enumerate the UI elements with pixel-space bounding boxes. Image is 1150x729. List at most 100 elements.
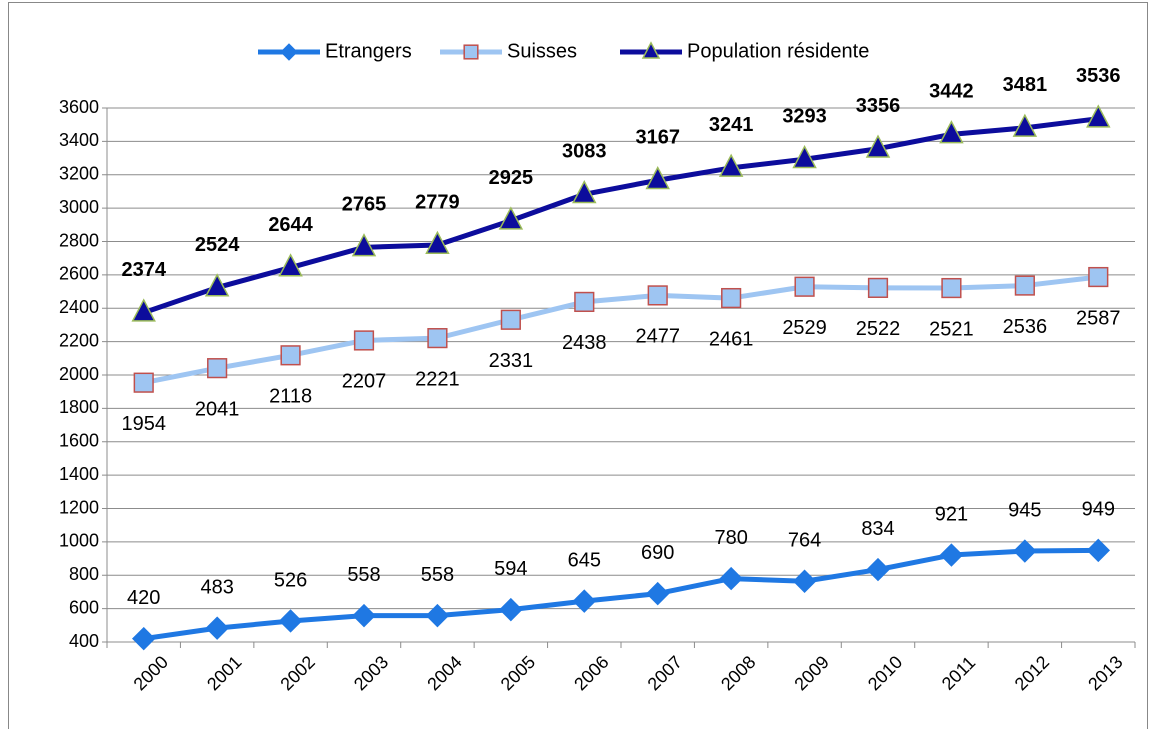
data-label: 3536 [1076,65,1121,87]
marker [641,41,661,59]
y-tick-label: 3000 [59,197,99,217]
data-label: 2207 [342,371,387,393]
data-label: 558 [347,564,380,586]
data-label: 2118 [269,386,312,408]
series-line [142,116,1099,315]
marker [1013,539,1037,563]
marker [280,345,301,366]
marker [278,609,303,633]
data-label: 780 [714,527,747,549]
series: 1954 2041 2118 2207 2221 2331 2438 2477 2461 2529… [121,266,1121,435]
y-tick-label: 3200 [59,164,99,184]
data-label: 834 [861,518,894,540]
marker [499,597,523,622]
data-label: 3293 [782,106,827,128]
marker [794,276,815,297]
data-label: 764 [788,530,821,552]
data-label: 420 [127,587,160,609]
data-label: 2779 [415,191,460,213]
data-label: 949 [1082,499,1115,521]
data-label: 3481 [1003,74,1048,96]
data-label: 2644 [268,214,313,236]
marker [721,287,742,309]
marker [719,566,743,591]
marker [207,358,228,379]
y-tick-label: 2000 [59,364,99,384]
marker [131,298,156,322]
series-line [143,547,1099,642]
data-label: 3167 [635,127,680,149]
y-tick-label: 2400 [59,297,99,317]
y-tick-label: 1000 [59,531,99,551]
data-label: 921 [935,503,968,525]
data-label: 2925 [489,167,534,189]
series: 420 483 526 558 558 594 645 690 780 764 834 921 945 9… [127,499,1115,651]
marker [500,309,521,330]
marker [427,328,448,349]
marker [353,330,375,351]
legend-label: Population résidente [687,40,869,62]
y-tick-label: 2200 [59,330,99,350]
marker [792,144,817,169]
data-label: 2374 [121,259,166,281]
marker [205,616,229,640]
data-label: 2765 [342,194,387,216]
marker [939,120,964,144]
y-tick-label: 1600 [59,431,99,451]
data-label: 2529 [782,317,827,339]
marker [1012,113,1038,137]
marker [278,253,303,277]
marker [792,569,817,593]
data-label: 2587 [1076,307,1121,329]
marker [133,372,154,393]
marker [280,43,298,61]
data-label: 483 [200,576,233,598]
data-label: 645 [568,549,601,571]
marker [352,603,376,628]
data-label: 3356 [856,95,901,117]
data-label: 1954 [121,413,166,435]
data-label: 2041 [195,398,240,420]
data-label: 945 [1008,499,1041,521]
marker [865,134,891,158]
data-label: 558 [421,564,454,586]
data-label: 690 [641,542,674,564]
marker [204,273,230,297]
data-label: 2461 [709,328,754,350]
marker [463,44,479,60]
y-tick-label: 1400 [59,464,99,484]
marker [498,206,524,230]
y-tick-label: 3600 [59,97,99,117]
marker [939,543,964,567]
marker [1014,275,1035,296]
data-label: 2331 [489,350,534,372]
marker [1088,266,1109,288]
data-label: 3442 [929,81,974,103]
legend-label: Etrangers [325,40,412,62]
data-label: 526 [274,569,307,591]
data-label: 2221 [415,368,460,390]
y-tick-label: 400 [69,631,99,651]
y-tick-label: 3400 [59,130,99,150]
y-tick-label: 2800 [59,230,99,250]
marker [867,277,889,298]
data-label: 2521 [929,318,974,340]
y-tick-label: 800 [69,564,99,584]
marker [866,557,890,582]
y-tick-label: 2600 [59,264,99,284]
marker [1086,538,1110,563]
data-label: 2524 [195,234,240,256]
marker [572,589,596,613]
chart-frame [8,2,1148,729]
y-tick-label: 600 [69,597,99,617]
data-label: 2477 [635,326,680,348]
marker [425,230,450,255]
marker [941,277,962,299]
marker [574,291,595,313]
data-label: 3241 [709,114,754,136]
data-label: 2536 [1003,316,1048,338]
series: 2374 2524 2644 2765 2779 2925 3083 3167 3241 3293… [121,65,1121,322]
data-label: 2438 [562,332,607,354]
data-label: 3083 [562,141,607,163]
